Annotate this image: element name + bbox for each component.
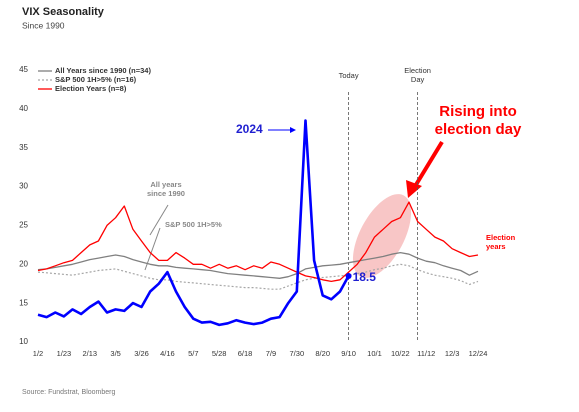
series-line: [37, 263, 479, 290]
source: Source: Fundstrat, Bloomberg: [22, 389, 115, 396]
vline-label: Election: [404, 66, 431, 75]
vline-label: Day: [411, 75, 425, 84]
x-tick-label: 5/7: [188, 349, 198, 358]
x-tick-label: 1/23: [57, 349, 72, 358]
x-tick-label: 12/24: [469, 349, 488, 358]
y-tick-label: 40: [19, 104, 28, 113]
x-tick-label: 4/16: [160, 349, 175, 358]
x-tick-label: 7/30: [290, 349, 305, 358]
y-tick-label: 30: [19, 182, 28, 191]
y-tick-label: 15: [19, 298, 28, 307]
chart-subtitle: Since 1990: [22, 20, 65, 30]
x-tick-label: 2/13: [82, 349, 97, 358]
legend-label: All Years since 1990 (n=34): [55, 66, 151, 75]
legend-label: S&P 500 1H>5% (n=16): [55, 75, 137, 84]
annotation: Rising into: [439, 103, 517, 120]
end-point: [345, 272, 352, 279]
x-tick-label: 12/3: [445, 349, 460, 358]
series-line: [37, 251, 479, 279]
x-tick-label: 10/22: [391, 349, 410, 358]
series-line: [37, 201, 479, 283]
arrow: [412, 140, 444, 190]
y-tick-label: 45: [19, 65, 28, 74]
x-tick-label: 3/26: [134, 349, 149, 358]
legend-label: Election Years (n=8): [55, 84, 127, 93]
x-tick-label: 10/1: [367, 349, 382, 358]
y-tick-label: 35: [19, 143, 28, 152]
annotation: Election: [486, 233, 516, 242]
annotation: since 1990: [147, 189, 185, 198]
arrow-head: [406, 180, 422, 198]
annotation: All years: [150, 180, 181, 189]
arrow: [149, 204, 169, 236]
series-label: 2024: [236, 122, 263, 136]
y-tick-label: 10: [19, 337, 28, 346]
annotation: years: [486, 242, 506, 251]
x-tick-label: 8/20: [315, 349, 330, 358]
x-tick-label: 11/12: [417, 349, 435, 358]
y-tick-label: 20: [19, 259, 28, 268]
x-tick-label: 9/10: [341, 349, 356, 358]
data-label: 18.5: [353, 270, 377, 284]
highlight: [352, 194, 412, 278]
vline-label: Today: [339, 71, 359, 80]
annotation: election day: [435, 121, 522, 138]
arrow-head: [290, 127, 296, 133]
x-tick-label: 3/5: [110, 349, 120, 358]
x-tick-label: 5/28: [212, 349, 227, 358]
series-line: [37, 119, 350, 327]
chart-title: VIX Seasonality: [22, 6, 105, 18]
y-tick-label: 25: [19, 221, 28, 230]
annotation: S&P 500 1H>5%: [165, 220, 222, 229]
x-tick-label: 1/2: [33, 349, 43, 358]
x-tick-label: 6/18: [238, 349, 253, 358]
x-tick-label: 7/9: [266, 349, 276, 358]
